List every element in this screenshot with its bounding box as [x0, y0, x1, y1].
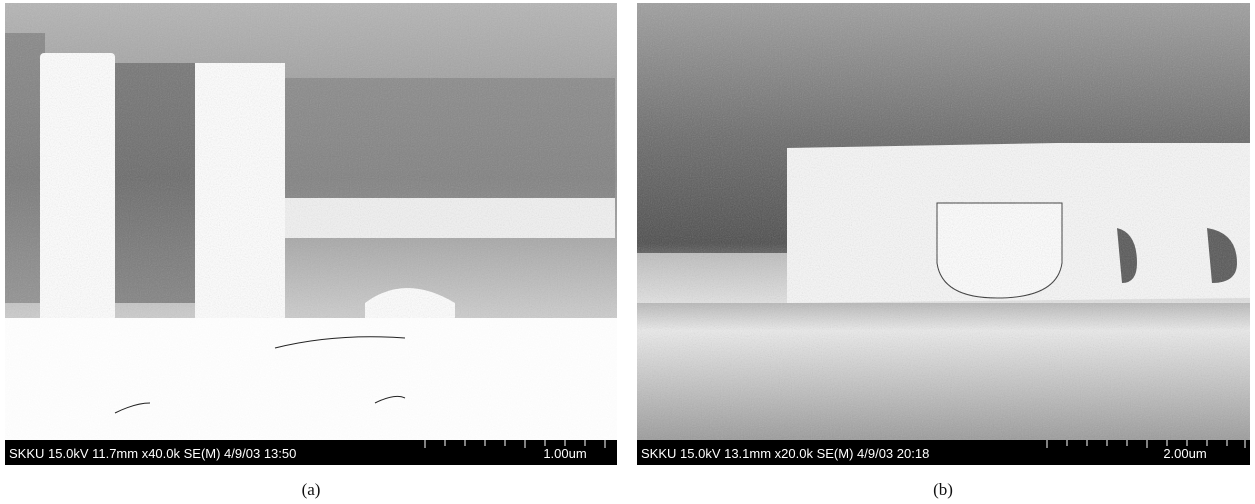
edge [114, 336, 406, 414]
substrate [5, 318, 617, 440]
panel-b: SKKU 15.0kV 13.1mm x20.0k SE(M) 4/9/03 2… [637, 3, 1250, 499]
info-bar [5, 440, 617, 465]
caption: (b) [933, 480, 953, 499]
scale-label: 1.00um [543, 446, 586, 461]
caption: (a) [302, 480, 321, 499]
scale-ticks [424, 440, 606, 448]
grain [637, 3, 1250, 440]
info-text: SKKU 15.0kV 13.1mm x20.0k SE(M) 4/9/03 2… [641, 446, 929, 461]
info-bar [637, 440, 1250, 465]
scale-ticks [1046, 440, 1246, 448]
panel-a: SKKU 15.0kV 11.7mm x40.0k SE(M) 4/9/03 1… [5, 3, 617, 499]
info-text: SKKU 15.0kV 11.7mm x40.0k SE(M) 4/9/03 1… [9, 446, 296, 461]
scale-label: 2.00um [1163, 446, 1206, 461]
